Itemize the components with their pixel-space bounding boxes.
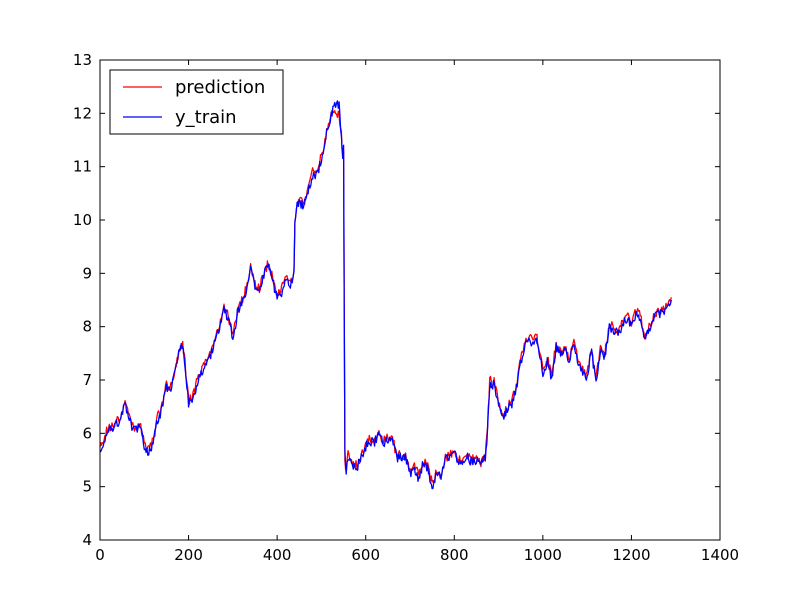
x-tick-label: 1000: [524, 546, 562, 564]
x-tick-label: 800: [440, 546, 469, 564]
y-tick-label: 12: [73, 104, 92, 122]
y-tick-label: 4: [82, 531, 92, 549]
y-tick-label: 11: [73, 158, 92, 176]
plot-frame: [99, 59, 721, 541]
y-tick-label: 6: [82, 424, 92, 442]
ticks-layer: 0 200 400 600 800 1000 1200 1400 4 5 6 7 8 9 10 11 12 13: [73, 51, 739, 564]
legend-box: [109, 69, 284, 135]
y-tick-label: 5: [82, 478, 92, 496]
y-tick-label: 10: [73, 211, 92, 229]
y-tick-label: 8: [82, 318, 92, 336]
x-tick-label: 400: [263, 546, 292, 564]
legend-label-prediction: prediction: [175, 77, 265, 98]
series-layer: [99, 100, 672, 490]
legend: prediction y_train: [109, 69, 284, 135]
legend-label-y-train: y_train: [175, 107, 237, 128]
y-tick-label: 7: [82, 371, 92, 389]
y-tick-label: 13: [73, 51, 92, 69]
x-tick-label: 1200: [612, 546, 650, 564]
x-tick-label: 200: [174, 546, 203, 564]
x-tick-label: 600: [351, 546, 380, 564]
x-tick-label: 1400: [701, 546, 739, 564]
y-tick-label: 9: [82, 264, 92, 282]
x-tick-label: 0: [95, 546, 105, 564]
series-line-y-train: [99, 100, 672, 490]
